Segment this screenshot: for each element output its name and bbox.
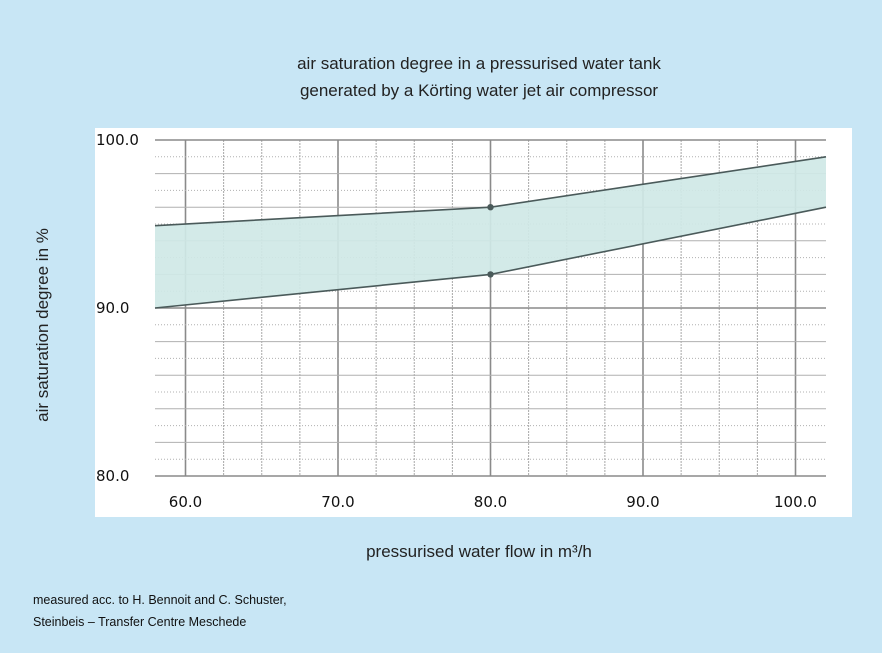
- x-tick-label: 70.0: [321, 493, 354, 511]
- chart-title-line-1: air saturation degree in a pressurised w…: [297, 54, 661, 73]
- y-tick-label: 80.0: [96, 467, 129, 485]
- x-tick-label: 80.0: [474, 493, 507, 511]
- y-axis-label: air saturation degree in %: [33, 228, 52, 422]
- y-tick-labels: 80.0 90.0 100.0: [96, 131, 139, 485]
- x-tick-label: 60.0: [169, 493, 202, 511]
- x-tick-label: 90.0: [626, 493, 659, 511]
- source-note-line-1: measured acc. to H. Bennoit and C. Schus…: [33, 593, 287, 607]
- data-point-marker: [487, 204, 494, 211]
- x-axis-label: pressurised water flow in m³/h: [366, 542, 592, 561]
- source-note-line-2: Steinbeis – Transfer Centre Meschede: [33, 615, 247, 629]
- y-tick-label: 90.0: [96, 299, 129, 317]
- chart-title-line-2: generated by a Körting water jet air com…: [300, 81, 658, 100]
- saturation-band: [155, 156, 826, 308]
- data-markers: [487, 204, 494, 278]
- x-tick-label: 100.0: [774, 493, 817, 511]
- x-tick-labels: 60.0 70.0 80.0 90.0 100.0: [169, 493, 817, 511]
- data-point-marker: [487, 271, 494, 278]
- y-tick-label: 100.0: [96, 131, 139, 149]
